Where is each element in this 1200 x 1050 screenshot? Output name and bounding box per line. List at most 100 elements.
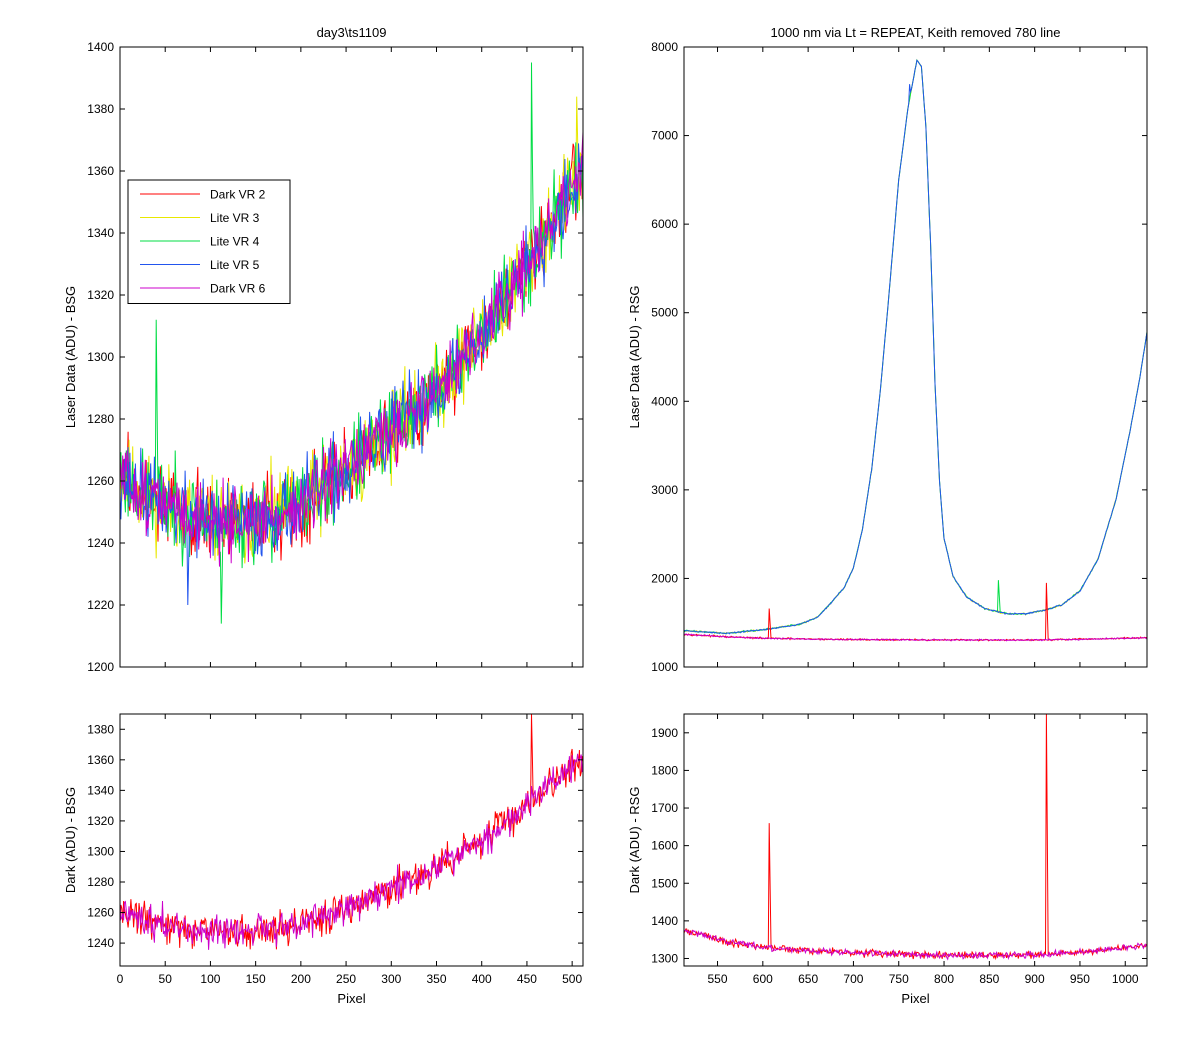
y-tick: 1260: [87, 474, 583, 488]
chart-bottom_right: 1300 1400 1500 1600 1700 1800 1900 550 600 650 700…: [627, 713, 1148, 1006]
x-tick: 150: [246, 714, 266, 986]
x-tick-label: 700: [843, 972, 863, 986]
x-tick-label: 300: [381, 972, 401, 986]
y-tick-label: 1800: [651, 763, 678, 777]
y-tick: 1380: [87, 102, 583, 116]
legend: Dark VR 2 Lite VR 3 Lite VR 4 Lite VR 5 Dark…: [127, 179, 291, 304]
y-tick: 3000: [651, 483, 1147, 497]
chart-title: 1000 nm via Lt = REPEAT, Keith removed 7…: [771, 25, 1061, 40]
series-line-1: [684, 929, 1147, 961]
y-tick: 1300: [87, 844, 583, 858]
y-tick-label: 1360: [87, 164, 114, 178]
y-tick: 1340: [87, 226, 583, 240]
x-tick-label: 950: [1070, 972, 1090, 986]
x-tick: 800: [934, 714, 954, 986]
x-tick: 0: [117, 714, 124, 986]
series-line-3: [120, 143, 583, 606]
y-tick: 1300: [651, 951, 1147, 965]
plot-area: [684, 47, 1147, 667]
x-tick-label: 50: [159, 972, 173, 986]
y-tick: 1240: [87, 936, 583, 950]
y-tick: 6000: [651, 217, 1147, 231]
x-tick: 100: [200, 714, 221, 986]
x-tick-label: 850: [979, 972, 999, 986]
x-tick-label: 750: [889, 972, 909, 986]
x-tick: 1000: [1112, 714, 1139, 986]
x-tick: 750: [889, 714, 909, 986]
y-tick-label: 1320: [87, 288, 114, 302]
y-tick-label: 1300: [651, 951, 678, 965]
y-tick-label: 1380: [87, 722, 114, 736]
y-tick: 7000: [651, 129, 1147, 143]
series-line-2: [684, 59, 1147, 635]
y-tick: 1220: [87, 598, 583, 612]
y-tick: 5000: [651, 306, 1147, 320]
y-tick-label: 1400: [87, 40, 114, 54]
chart-bottom_left: 1240 1260 1280 1300 1320 1340 1360 1380 0 50 100 15…: [63, 713, 584, 1006]
chart-top_right: 1000 2000 3000 4000 5000 6000 7000 8000 1000 nm …: [627, 25, 1148, 674]
x-tick-label: 200: [291, 972, 311, 986]
y-tick-label: 1280: [87, 412, 114, 426]
axes-frame: [683, 713, 1148, 967]
y-tick: 1320: [87, 288, 583, 302]
plot-area: [120, 47, 583, 667]
y-tick: 1200: [87, 660, 583, 674]
y-tick: 1700: [651, 801, 1147, 815]
x-tick: 950: [1070, 714, 1090, 986]
y-tick: 1400: [87, 40, 583, 54]
y-tick-label: 1340: [87, 226, 114, 240]
x-tick-label: 0: [117, 972, 124, 986]
y-tick: 1900: [651, 726, 1147, 740]
y-axis-label: Dark (ADU) - BSG: [63, 787, 78, 893]
x-tick-label: 1000: [1112, 972, 1139, 986]
axes-frame: [683, 46, 1148, 668]
y-tick-label: 1500: [651, 876, 678, 890]
y-tick-label: 1300: [87, 350, 114, 364]
plot-area: [684, 714, 1147, 966]
y-tick: 1280: [87, 875, 583, 889]
x-tick: 650: [798, 714, 818, 986]
y-tick: 1360: [87, 753, 583, 767]
y-tick-label: 6000: [651, 217, 678, 231]
x-tick: 400: [472, 714, 492, 986]
x-tick-label: 550: [708, 972, 728, 986]
y-tick: 1320: [87, 814, 583, 828]
axes-frame: [119, 713, 584, 967]
y-tick-label: 1240: [87, 536, 114, 550]
y-tick-label: 1380: [87, 102, 114, 116]
y-tick: 1500: [651, 876, 1147, 890]
legend-label: Lite VR 4: [210, 235, 260, 249]
y-tick: 1340: [87, 783, 583, 797]
x-tick-label: 400: [472, 972, 492, 986]
y-tick: 1360: [87, 164, 583, 178]
x-tick: 350: [426, 714, 447, 986]
x-tick: 850: [979, 714, 1000, 986]
x-axis-label: Pixel: [337, 991, 365, 1006]
series-line-4: [120, 131, 583, 567]
y-tick: 8000: [651, 40, 1147, 54]
x-tick-label: 250: [336, 972, 356, 986]
legend-label: Dark VR 2: [210, 188, 266, 202]
y-tick-label: 1240: [87, 936, 114, 950]
y-tick: 1300: [87, 350, 583, 364]
y-tick-label: 1200: [87, 660, 114, 674]
x-tick: 550: [708, 714, 728, 986]
y-tick-label: 1220: [87, 598, 114, 612]
x-tick: 600: [753, 714, 773, 986]
legend-label: Lite VR 5: [210, 258, 260, 272]
y-tick: 1600: [651, 839, 1147, 853]
y-tick-label: 1280: [87, 875, 114, 889]
y-tick: 1260: [87, 906, 583, 920]
y-tick-label: 1600: [651, 839, 678, 853]
x-tick: 900: [1025, 714, 1045, 986]
y-tick: 1380: [87, 722, 583, 736]
legend-label: Dark VR 6: [210, 282, 266, 296]
y-tick-label: 4000: [651, 394, 678, 408]
x-tick-label: 150: [246, 972, 266, 986]
x-tick-label: 100: [200, 972, 220, 986]
y-axis-label: Laser Data (ADU) - RSG: [627, 285, 642, 428]
y-tick-label: 1400: [651, 914, 678, 928]
series-line-1: [120, 753, 583, 950]
x-tick: 450: [517, 714, 537, 986]
